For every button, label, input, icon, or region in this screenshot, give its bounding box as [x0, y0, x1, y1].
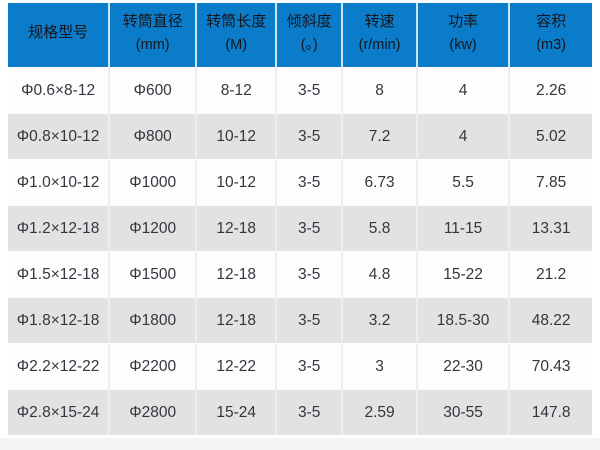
table-cell: 6.73: [343, 159, 418, 205]
table-row: Φ1.8×12-18 Φ1800 12-18 3-5 3.2 18.5-30 4…: [8, 297, 592, 343]
table-cell: Φ1000: [110, 159, 198, 205]
table-cell: Φ1.5×12-18: [8, 251, 111, 297]
column-unit: (mm): [135, 37, 170, 53]
column-label: 倾斜度: [286, 13, 332, 30]
table-cell: 13.31: [510, 205, 592, 251]
column-label: 转筒长度: [206, 13, 267, 30]
header-row: 规格型号 转筒直径 (mm) 转筒长度 (M) 倾斜度 (。): [8, 3, 592, 67]
table-cell: 4: [417, 113, 511, 159]
table-cell: 2.26: [510, 67, 592, 113]
table-cell: 15-24: [197, 389, 278, 435]
table-cell: 3-5: [277, 205, 344, 251]
column-label: 转速: [364, 13, 395, 30]
table-cell: 7.85: [510, 159, 592, 205]
column-header-inclination: 倾斜度 (。): [277, 3, 344, 67]
table-cell: 10-12: [197, 113, 278, 159]
table-body: Φ0.6×8-12 Φ600 8-12 3-5 8 4 2.26 Φ0.8×10…: [8, 67, 592, 435]
table-cell: Φ2.2×12-22: [8, 343, 111, 389]
column-label: 容积: [536, 13, 567, 30]
table-cell: 3-5: [277, 251, 344, 297]
table-cell: 30-55: [417, 389, 511, 435]
table-row: Φ0.8×10-12 Φ800 10-12 3-5 7.2 4 5.02: [8, 113, 592, 159]
table-cell: 11-15: [417, 205, 511, 251]
table-cell: Φ0.6×8-12: [8, 67, 111, 113]
table-row: Φ1.2×12-18 Φ1200 12-18 3-5 5.8 11-15 13.…: [8, 205, 592, 251]
table-cell: 10-12: [197, 159, 278, 205]
table-cell: 5.5: [417, 159, 511, 205]
table-cell: Φ600: [110, 67, 198, 113]
table-cell: 12-18: [197, 297, 278, 343]
table-row: Φ2.8×15-24 Φ2800 15-24 3-5 2.59 30-55 14…: [8, 389, 592, 435]
table-cell: 3-5: [277, 67, 344, 113]
column-header-rotation-speed: 转速 (r/min): [343, 3, 418, 67]
table-row: Φ1.0×10-12 Φ1000 10-12 3-5 6.73 5.5 7.85: [8, 159, 592, 205]
table-cell: 21.2: [510, 251, 592, 297]
table-cell: 3: [343, 343, 418, 389]
table-cell: 70.43: [510, 343, 592, 389]
table-cell: 12-18: [197, 205, 278, 251]
table-cell: Φ1500: [110, 251, 198, 297]
table-cell: 3-5: [277, 297, 344, 343]
column-unit: (。): [300, 37, 318, 53]
table-cell: 7.2: [343, 113, 418, 159]
table-cell: 48.22: [510, 297, 592, 343]
table-cell: 5.8: [343, 205, 418, 251]
spec-table-container: 规格型号 转筒直径 (mm) 转筒长度 (M) 倾斜度 (。): [8, 3, 592, 435]
table-cell: 18.5-30: [417, 297, 511, 343]
table-cell: 3-5: [277, 113, 344, 159]
column-header-drum-length: 转筒长度 (M): [197, 3, 278, 67]
table-cell: Φ800: [110, 113, 198, 159]
spec-table: 规格型号 转筒直径 (mm) 转筒长度 (M) 倾斜度 (。): [8, 3, 592, 435]
table-cell: Φ0.8×10-12: [8, 113, 111, 159]
table-cell: 3.2: [343, 297, 418, 343]
column-unit: (M): [225, 37, 248, 53]
table-cell: Φ1.0×10-12: [8, 159, 111, 205]
table-cell: Φ1200: [110, 205, 198, 251]
bottom-margin-strip: [0, 438, 600, 450]
table-cell: 15-22: [417, 251, 511, 297]
table-cell: 12-18: [197, 251, 278, 297]
column-unit: (kw): [449, 37, 477, 53]
table-cell: 8-12: [197, 67, 278, 113]
table-cell: 22-30: [417, 343, 511, 389]
column-unit: (m3): [536, 37, 566, 53]
table-cell: 2.59: [343, 389, 418, 435]
table-cell: 3-5: [277, 159, 344, 205]
table-cell: 4.8: [343, 251, 418, 297]
column-label: 功率: [448, 13, 479, 30]
table-cell: 12-22: [197, 343, 278, 389]
table-cell: Φ2.8×15-24: [8, 389, 111, 435]
column-header-volume: 容积 (m3): [510, 3, 592, 67]
table-cell: 4: [417, 67, 511, 113]
column-label: 规格型号: [28, 24, 89, 41]
table-row: Φ0.6×8-12 Φ600 8-12 3-5 8 4 2.26: [8, 67, 592, 113]
table-cell: Φ2800: [110, 389, 198, 435]
table-cell: 8: [343, 67, 418, 113]
column-header-drum-diameter: 转筒直径 (mm): [110, 3, 198, 67]
table-cell: 147.8: [510, 389, 592, 435]
column-unit: (r/min): [358, 37, 401, 53]
table-cell: Φ1.2×12-18: [8, 205, 111, 251]
table-row: Φ1.5×12-18 Φ1500 12-18 3-5 4.8 15-22 21.…: [8, 251, 592, 297]
table-header: 规格型号 转筒直径 (mm) 转筒长度 (M) 倾斜度 (。): [8, 3, 592, 67]
table-row: Φ2.2×12-22 Φ2200 12-22 3-5 3 22-30 70.43: [8, 343, 592, 389]
column-header-model: 规格型号: [8, 3, 111, 67]
table-cell: Φ2200: [110, 343, 198, 389]
column-label: 转筒直径: [122, 13, 183, 30]
table-cell: 3-5: [277, 389, 344, 435]
table-cell: 5.02: [510, 113, 592, 159]
table-cell: 3-5: [277, 343, 344, 389]
table-cell: Φ1800: [110, 297, 198, 343]
column-header-power: 功率 (kw): [417, 3, 511, 67]
table-cell: Φ1.8×12-18: [8, 297, 111, 343]
